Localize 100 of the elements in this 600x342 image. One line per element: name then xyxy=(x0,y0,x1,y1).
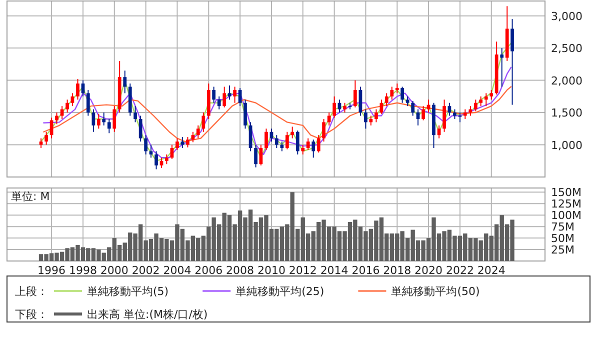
candlestick xyxy=(254,144,258,168)
candlestick xyxy=(217,96,221,110)
candlestick xyxy=(290,126,294,139)
x-tick-label: 2024 xyxy=(477,264,506,277)
candlestick xyxy=(244,99,247,130)
annotation: 単位: M xyxy=(11,190,50,203)
candlestick xyxy=(422,106,425,121)
candlestick xyxy=(222,86,226,108)
candlestick xyxy=(233,86,236,104)
x-tick-label: 2018 xyxy=(383,264,412,277)
y-tick-label: 3,000 xyxy=(551,10,582,23)
candlestick xyxy=(468,106,472,116)
candlestick xyxy=(306,138,310,150)
candlestick xyxy=(510,18,514,106)
candlestick xyxy=(264,128,268,150)
candlestick xyxy=(186,136,190,148)
x-tick-label: 1998 xyxy=(68,264,97,277)
candlestick xyxy=(138,115,142,142)
legend-title: 上段： xyxy=(15,285,48,298)
candlestick xyxy=(442,99,446,132)
candlestick xyxy=(384,92,388,107)
candlestick xyxy=(154,150,158,170)
candlestick xyxy=(228,84,232,100)
candlestick xyxy=(416,108,420,126)
legend-label: 単純移動平均(5) xyxy=(87,285,169,298)
candlestick xyxy=(274,134,278,148)
candlestick xyxy=(490,89,494,100)
candlestick xyxy=(332,96,336,118)
candlestick xyxy=(463,108,467,120)
candlestick xyxy=(102,112,106,126)
candlestick xyxy=(112,106,116,132)
x-tick-label: 2006 xyxy=(194,264,223,277)
y-tick-label: 125M xyxy=(551,198,582,211)
candlestick xyxy=(97,113,100,130)
candlestick xyxy=(123,70,127,94)
candlestick xyxy=(44,131,48,146)
candlestick xyxy=(66,99,69,114)
candlestick xyxy=(301,144,305,155)
candlestick xyxy=(92,108,96,132)
candlestick xyxy=(70,92,74,107)
y-tick-label: 1,500 xyxy=(551,106,582,120)
candlestick xyxy=(164,154,168,165)
candlestick xyxy=(322,118,326,142)
candlestick xyxy=(286,131,289,150)
candlestick xyxy=(196,124,200,139)
legend-label: 単純移動平均(25) xyxy=(236,285,324,298)
candlestick xyxy=(364,108,368,130)
y-tick-label: 25M xyxy=(551,244,574,257)
x-tick-label: 2022 xyxy=(446,264,474,277)
x-tick-label: 2002 xyxy=(132,264,160,277)
candlestick xyxy=(180,136,184,148)
candlestick xyxy=(353,80,357,108)
candlestick xyxy=(448,102,452,116)
candlestick xyxy=(238,88,242,107)
candlestick xyxy=(327,112,331,126)
candlestick xyxy=(458,112,462,123)
candlestick xyxy=(406,96,410,107)
x-tick-label: 2016 xyxy=(352,264,380,277)
x-tick-label: 2000 xyxy=(100,264,128,277)
candlestick xyxy=(395,83,399,94)
candlestick xyxy=(484,92,488,107)
candlestick xyxy=(390,86,394,100)
candlestick xyxy=(437,124,441,139)
y-tick-label: 2,000 xyxy=(551,74,582,88)
candlestick xyxy=(500,48,504,88)
x-tick-label: 2020 xyxy=(414,264,443,277)
candlestick xyxy=(176,138,179,150)
candlestick xyxy=(144,134,148,155)
x-tick-label: 2010 xyxy=(257,264,286,277)
candlestick xyxy=(474,99,478,112)
candlestick xyxy=(312,139,316,158)
candlestick xyxy=(55,112,58,125)
legend-label: 単純移動平均(50) xyxy=(391,285,480,298)
x-tick-label: 2008 xyxy=(226,264,254,277)
candlestick xyxy=(411,100,415,116)
y-tick-label: 1,000 xyxy=(551,138,582,152)
candlestick xyxy=(60,106,64,120)
candlestick xyxy=(76,78,80,100)
candlestick xyxy=(149,144,153,158)
candlestick xyxy=(270,128,274,142)
candlestick xyxy=(86,89,90,116)
candlestick xyxy=(338,99,342,114)
y-tick-label: 75M xyxy=(551,220,574,234)
candlestick xyxy=(453,108,456,120)
candlestick xyxy=(39,138,43,148)
candlestick xyxy=(296,130,300,155)
x-tick-label: 2004 xyxy=(163,264,192,277)
candlestick xyxy=(369,115,373,126)
y-tick-label: 100M xyxy=(551,209,582,222)
candlestick xyxy=(107,118,111,134)
x-tick-label: 1996 xyxy=(38,264,66,277)
y-tick-label: 50M xyxy=(551,232,574,246)
candlestick xyxy=(343,102,346,114)
legend-title: 下段： xyxy=(15,308,48,321)
y-tick-label: 2,500 xyxy=(551,42,582,56)
y-tick-label: 150M xyxy=(551,186,582,200)
x-tick-label: 2014 xyxy=(320,264,348,277)
x-tick-label: 2012 xyxy=(288,264,317,277)
candlestick xyxy=(374,108,378,123)
candlestick xyxy=(134,106,137,123)
